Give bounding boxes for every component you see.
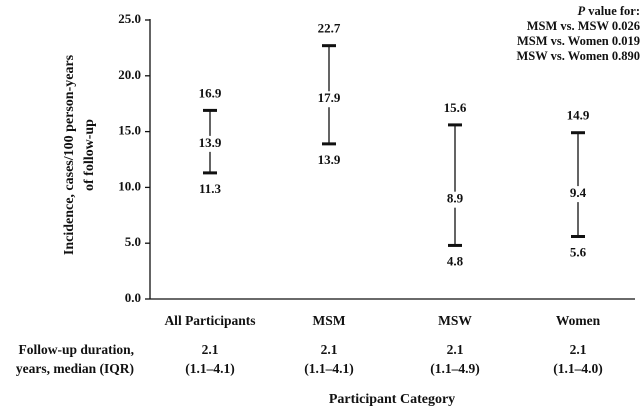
followup-iqr-msw: (1.1–4.9)	[430, 361, 480, 376]
upper-label-msw: 15.6	[444, 100, 467, 115]
pvalue-title: P value for:	[577, 4, 641, 18]
y-axis-label-line-1: Incidence, cases/100 person-years	[62, 54, 77, 255]
x-tick-label-all-participants: All Participants	[164, 313, 255, 328]
followup-header-line2: years, median (IQR)	[15, 361, 134, 376]
y-tick-label-0: 0.0	[125, 290, 141, 305]
y-tick-label-3: 15.0	[118, 123, 141, 138]
upper-label-all-participants: 16.9	[199, 85, 222, 100]
estimate-label-msw: 8.9	[447, 191, 464, 206]
pvalue-line-1: MSM vs. MSW 0.026	[526, 19, 640, 33]
y-axis-label-line-2: of follow-up	[82, 119, 97, 191]
lower-label-msm: 13.9	[318, 152, 341, 167]
upper-label-msm: 22.7	[318, 21, 341, 36]
y-tick-label-4: 20.0	[118, 67, 141, 82]
followup-median-msw: 2.1	[446, 342, 464, 357]
estimate-backdrop-all-participants	[197, 135, 223, 152]
upper-label-women: 14.9	[567, 108, 590, 123]
estimate-backdrop-women	[565, 186, 591, 203]
pvalue-line-3: MSW vs. Women 0.890	[516, 49, 640, 63]
followup-header-line1: Follow-up duration,	[18, 342, 134, 357]
estimate-label-all-participants: 13.9	[199, 135, 222, 150]
estimate-label-msm: 17.9	[318, 90, 341, 105]
estimate-backdrop-msm	[316, 91, 342, 108]
followup-iqr-msm: (1.1–4.1)	[304, 361, 354, 376]
x-tick-label-msw: MSW	[438, 313, 472, 328]
followup-iqr-all: (1.1–4.1)	[185, 361, 235, 376]
followup-median-women: 2.1	[569, 342, 587, 357]
y-tick-label-1: 5.0	[125, 234, 141, 249]
estimate-backdrop-msw	[442, 191, 468, 208]
pvalue-line-2: MSM vs. Women 0.019	[516, 34, 640, 48]
followup-median-msm: 2.1	[320, 342, 338, 357]
y-tick-label-5: 25.0	[118, 11, 141, 26]
followup-iqr-women: (1.1–4.0)	[553, 361, 603, 376]
x-axis-label: Participant Category	[329, 392, 455, 407]
x-tick-label-msm: MSM	[313, 313, 346, 328]
lower-label-msw: 4.8	[447, 253, 464, 268]
estimate-label-women: 9.4	[570, 185, 587, 200]
lower-label-women: 5.6	[570, 244, 587, 259]
followup-median-all: 2.1	[201, 342, 219, 357]
x-tick-label-women: Women	[556, 313, 601, 328]
lower-label-all-participants: 11.3	[199, 181, 222, 196]
y-tick-label-2: 10.0	[118, 178, 141, 193]
